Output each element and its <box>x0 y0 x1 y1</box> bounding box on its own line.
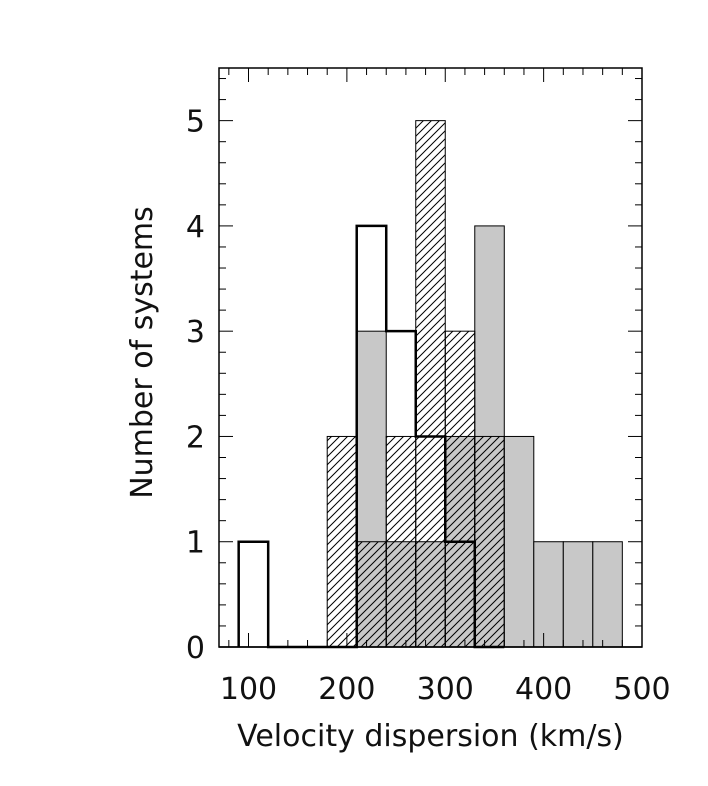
y-tick-label: 5 <box>186 105 205 140</box>
hatched-bar-5 <box>474 435 505 648</box>
x-tick-label: 300 <box>417 672 474 707</box>
series-outline-thick <box>237 224 505 649</box>
plot-frame <box>218 67 643 648</box>
y-tick-label: 2 <box>186 420 205 455</box>
outline-bar-0 <box>239 542 269 647</box>
filled-gray-bar-6 <box>533 541 564 648</box>
filled-gray-bar-7 <box>562 541 594 648</box>
hatched-bar-3 <box>415 120 446 648</box>
x-tick-label: 100 <box>220 672 277 707</box>
hatched-bar-1 <box>356 541 387 648</box>
hatched-bar-0 <box>326 435 358 648</box>
y-tick-label: 0 <box>186 631 205 666</box>
x-tick-label: 500 <box>613 672 670 707</box>
y-tick-label: 4 <box>186 210 205 245</box>
x-tick-label: 200 <box>318 672 375 707</box>
filled-gray-bar-8 <box>592 541 623 648</box>
hatched-bar-4 <box>444 330 476 648</box>
y-tick-label: 3 <box>186 315 205 350</box>
y-axis-label: Number of systems <box>125 206 160 499</box>
outline-histogram-step <box>237 224 505 649</box>
x-tick-label: 400 <box>515 672 572 707</box>
hatched-bar-2 <box>385 435 417 648</box>
series-hatched <box>326 120 505 648</box>
filled-gray-bar-5 <box>503 435 535 648</box>
x-axis-label: Velocity dispersion (km/s) <box>237 719 624 754</box>
y-tick-label: 1 <box>186 526 205 561</box>
